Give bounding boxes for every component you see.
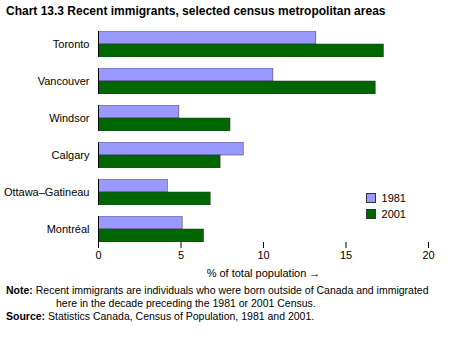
html-text:Note: Recent immigrants are in: Note: Recent immigrants are individuals … (6, 284, 429, 309)
svg-text:20: 20 (422, 249, 434, 261)
svg-text:% of total population →: % of total population → (207, 267, 321, 279)
svg-text:10: 10 (257, 249, 269, 261)
html-text:2001: 2001 (381, 208, 406, 220)
svg-text:Ottawa–Gatineau: Ottawa–Gatineau (4, 186, 90, 198)
html-text:Chart 13.3 Recent immigrants,: Chart 13.3 Recent immigrants, selected c… (6, 4, 386, 18)
svg-text:Vancouver: Vancouver (38, 75, 90, 87)
svg-text:Windsor: Windsor (49, 112, 90, 124)
svg-text:5: 5 (178, 249, 184, 261)
svg-text:Calgary: Calgary (52, 149, 90, 161)
html-text:1981: 1981 (381, 192, 406, 204)
svg-text:0: 0 (95, 249, 101, 261)
svg-text:Montréal: Montréal (47, 223, 90, 235)
svg-text:15: 15 (340, 249, 352, 261)
html-text:Source: Statistics Canada, Cen: Source: Statistics Canada, Census of Pop… (6, 310, 315, 322)
svg-text:Toronto: Toronto (53, 38, 90, 50)
